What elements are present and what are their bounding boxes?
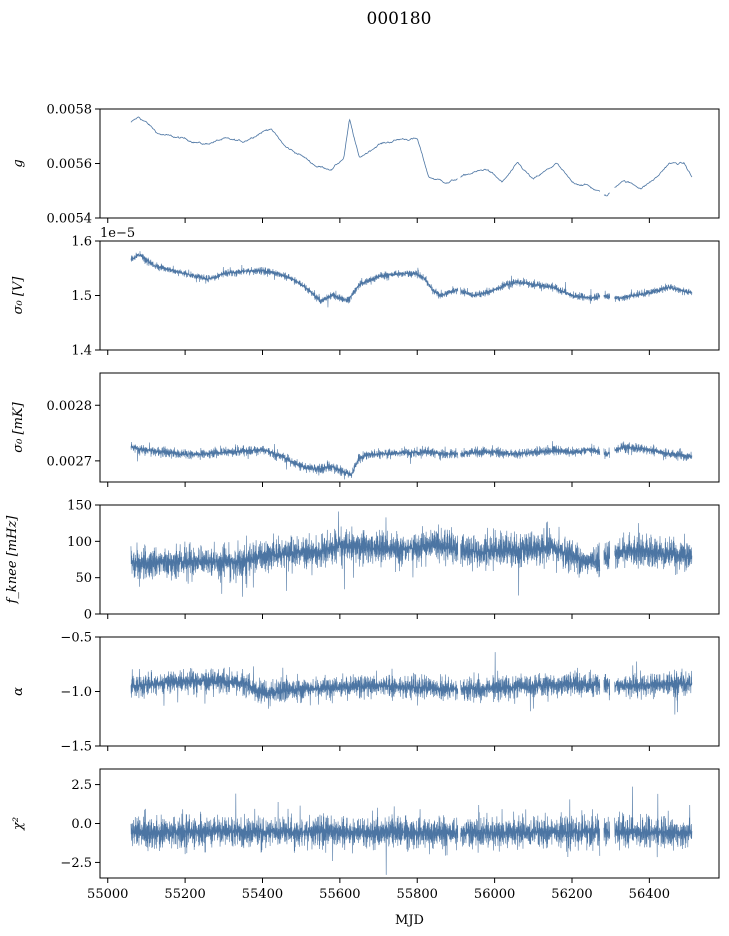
ytick-label: 0: [84, 608, 92, 623]
offset-text: 1e−5: [100, 226, 135, 241]
subplot-4: 0 50 100 150 f_knee [mHz]: [5, 499, 720, 623]
xtick-label: 55000: [87, 887, 128, 902]
ytick-label: −0.5: [60, 631, 92, 646]
xtick-label: 56000: [474, 887, 515, 902]
subplot-2: 1.4 1.5 1.6 1e−5 σ₀ [V]: [11, 226, 720, 359]
ytick-label: 1.5: [71, 289, 92, 304]
ylabel: σ₀ [V]: [11, 276, 26, 315]
xtick-label: 56200: [551, 887, 592, 902]
ytick-label: 0.0028: [47, 399, 93, 414]
xtick-label: 55600: [319, 887, 360, 902]
ytick-label: 0.0: [71, 817, 92, 832]
ytick-label: 0.0027: [47, 454, 93, 469]
axes-frame-1: [99, 108, 720, 219]
ytick-label: −1.5: [60, 740, 92, 755]
xtick-label: 55400: [242, 887, 283, 902]
ylabel: α: [11, 687, 26, 696]
ytick-label: 0.0058: [47, 103, 93, 118]
subplot-1: 0.0054 0.0056 0.0058 g: [11, 103, 720, 227]
xtick-label: 56400: [629, 887, 670, 902]
ylabel: σ₀ [mK]: [11, 401, 26, 452]
ytick-label: 150: [67, 499, 92, 514]
subplot-6: −2.5 0.0 2.5 55000 55200 55400 55600 55800 56000…: [11, 768, 720, 902]
series-line-6: [130, 786, 693, 875]
ytick-label: −2.5: [60, 856, 92, 871]
xlabel: MJD: [395, 913, 424, 928]
ylabel: f_knee [mHz]: [5, 515, 20, 605]
xtick-label: 55200: [164, 887, 205, 902]
subplot-3: 0.0027 0.0028 σ₀ [mK]: [11, 372, 720, 487]
series-line-4: [130, 511, 693, 597]
ytick-label: 2.5: [71, 778, 92, 793]
series-line-1: [130, 116, 693, 197]
xtick-label: 55800: [397, 887, 438, 902]
ytick-label: 0.0054: [47, 212, 93, 227]
ytick-label: 1.4: [71, 344, 92, 359]
ylabel: g: [11, 159, 26, 167]
ytick-label: 50: [75, 571, 92, 586]
axes-frame-4: [99, 504, 720, 615]
series-line-3: [130, 441, 693, 480]
ytick-label: −1.0: [60, 685, 92, 700]
series-line-2: [130, 251, 693, 308]
series-line-5: [130, 652, 693, 715]
ytick-label: 0.0056: [47, 157, 93, 172]
ytick-label: 1.6: [71, 235, 92, 250]
figure-title: 000180: [367, 9, 432, 29]
ylabel: χ²: [11, 817, 26, 831]
axes-frame-3: [99, 372, 720, 483]
subplot-stack: 0.0054 0.0056 0.0058 g 1.4 1.5 1.6 1e−5 σ₀ [V] 0.…: [5, 103, 720, 928]
subplot-5: −1.5 −1.0 −0.5 α: [11, 631, 720, 755]
ytick-label: 100: [67, 535, 92, 550]
